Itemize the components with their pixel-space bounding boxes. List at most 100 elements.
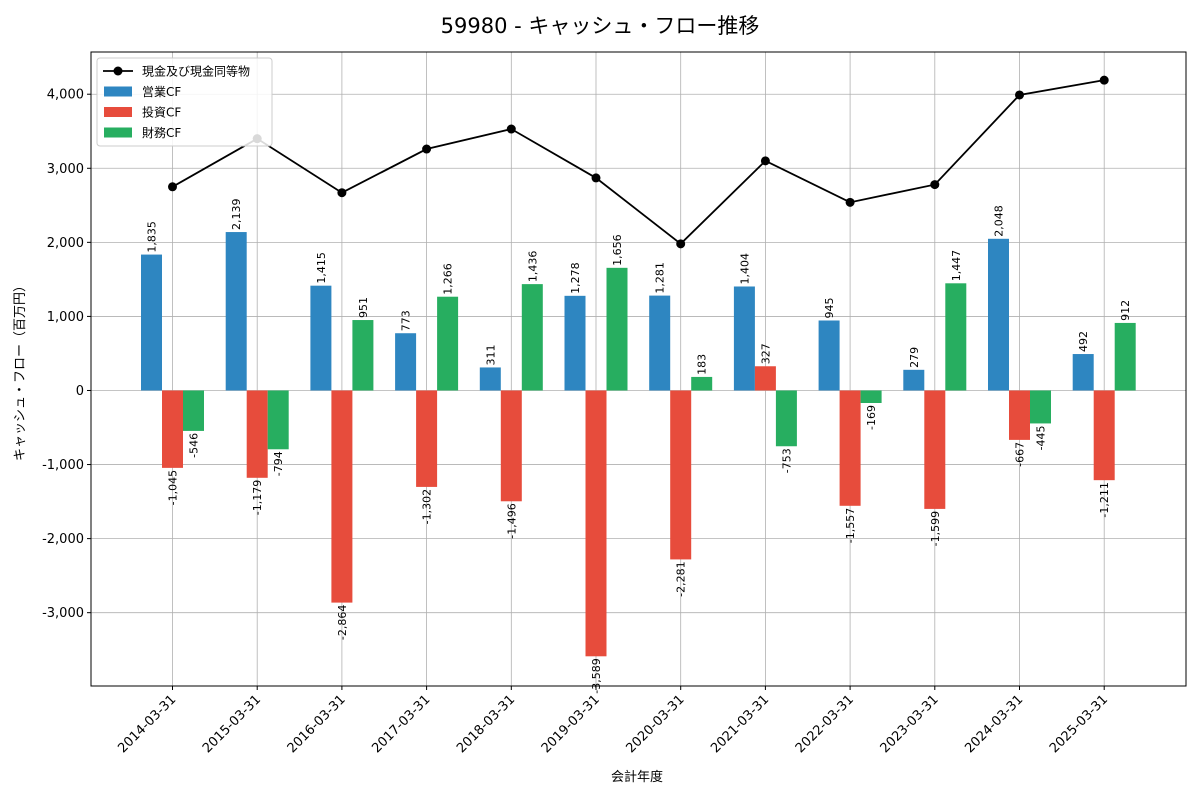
bar <box>818 320 840 391</box>
bar-value-label: -445 <box>1035 425 1048 450</box>
bar-value-label: 1,835 <box>146 221 159 253</box>
bar-value-label: 1,447 <box>950 250 963 282</box>
legend-label: 現金及び現金同等物 <box>142 64 250 79</box>
x-tick-label: 2018-03-31 <box>454 692 518 756</box>
bar <box>500 390 522 502</box>
y-tick-label: -1,000 <box>42 458 84 473</box>
bar <box>521 284 543 391</box>
bar-value-label: 945 <box>823 297 836 318</box>
chart-title: 59980 - キャッシュ・フロー推移 <box>441 14 760 38</box>
bar-value-label: 1,436 <box>526 251 539 283</box>
legend-label: 財務CF <box>142 125 181 140</box>
cash-line-path <box>172 79 1105 246</box>
bar <box>416 390 438 487</box>
cash-line-point <box>168 182 177 192</box>
legend-marker <box>113 66 123 76</box>
legend-swatch <box>104 107 132 117</box>
bar-value-label: -794 <box>272 451 285 476</box>
bar <box>839 390 861 506</box>
bar <box>1114 322 1136 391</box>
bar <box>395 333 417 391</box>
plot-frame <box>90 51 1187 687</box>
x-tick-label: 2019-03-31 <box>539 692 603 756</box>
bar <box>162 390 183 468</box>
y-tick-label: 0 <box>76 384 84 399</box>
bar <box>754 366 776 391</box>
bar <box>649 295 671 391</box>
cash-line-point <box>591 173 601 183</box>
cash-line-point <box>845 197 855 207</box>
bar-value-label: 1,415 <box>315 252 328 284</box>
bar <box>733 286 755 391</box>
y-tick-label: 3,000 <box>47 162 84 177</box>
legend-box <box>96 57 273 147</box>
bar-value-label: -1,211 <box>1098 482 1111 517</box>
bar-value-label: -3,589 <box>590 658 603 693</box>
bar-value-label: 1,281 <box>654 262 667 294</box>
grid <box>91 52 1186 686</box>
y-tick-label: 2,000 <box>47 236 84 251</box>
bar <box>945 283 967 391</box>
cash-line <box>168 75 1109 249</box>
bar-value-label: 492 <box>1077 331 1090 352</box>
y-tick-label: -3,000 <box>42 606 84 621</box>
legend-label: 投資CF <box>142 105 181 120</box>
bar <box>267 390 289 450</box>
x-tick-label: 2020-03-31 <box>623 692 687 756</box>
bar-value-label: 951 <box>357 297 370 318</box>
bar <box>479 367 501 391</box>
cash-line-point <box>506 124 516 134</box>
bar-value-label: 1,278 <box>569 262 582 294</box>
cash-line-point <box>422 144 432 154</box>
bar <box>1072 354 1094 391</box>
cash-line-point <box>337 188 347 198</box>
x-tick-label: 2021-03-31 <box>708 692 772 756</box>
bar-value-label: 912 <box>1119 300 1132 321</box>
cash-line-point <box>676 239 686 249</box>
bar <box>1093 390 1115 481</box>
x-tick-label: 2014-03-31 <box>115 692 179 756</box>
bar-value-label: -1,599 <box>929 511 942 546</box>
bar <box>691 376 713 391</box>
bar-value-label: -1,179 <box>251 480 264 515</box>
bar <box>437 296 459 391</box>
bar-value-label: 2,139 <box>230 199 243 231</box>
bar <box>331 390 353 603</box>
bar <box>988 238 1009 391</box>
y-tick-label: 4,000 <box>47 88 84 103</box>
bar <box>183 390 204 431</box>
x-tick-label: 2023-03-31 <box>878 692 942 756</box>
bar-value-label: -169 <box>865 405 878 430</box>
cash-line-point <box>760 156 770 166</box>
x-tick-label: 2025-03-31 <box>1047 692 1111 756</box>
bar <box>606 267 628 391</box>
legend-swatch <box>104 127 132 138</box>
bar-value-label: 327 <box>759 343 772 364</box>
bar-value-label: -667 <box>1014 442 1027 467</box>
bar <box>246 390 268 478</box>
bar <box>310 285 332 391</box>
x-tick-label: 2017-03-31 <box>369 692 433 756</box>
bar-labels: 1,835 2,139 1,415 773 311 1,278 1,281 1,404 945 2… <box>146 199 1133 694</box>
x-tick-label: 2024-03-31 <box>962 692 1026 756</box>
bar-value-label: -1,496 <box>505 503 518 538</box>
x-axis-title: 会計年度 <box>611 769 663 785</box>
bar <box>1009 390 1030 440</box>
bar-value-label: -1,302 <box>421 489 434 524</box>
cash-line-point <box>1099 75 1109 85</box>
bar-value-label: -2,864 <box>336 605 349 640</box>
bar <box>924 390 946 509</box>
bar-value-label: 279 <box>908 347 921 368</box>
bars <box>141 232 1136 657</box>
y-axis-title: キャッシュ・フロー（百万円） <box>13 279 28 461</box>
legend-label: 営業CF <box>142 85 181 99</box>
bar-value-label: 183 <box>696 354 709 375</box>
bar-value-label: -1,045 <box>167 470 180 505</box>
bar-value-label: -2,281 <box>675 561 688 596</box>
cash-line-point <box>930 180 940 190</box>
bar <box>585 390 607 657</box>
y-tick-label: 1,000 <box>47 310 84 325</box>
